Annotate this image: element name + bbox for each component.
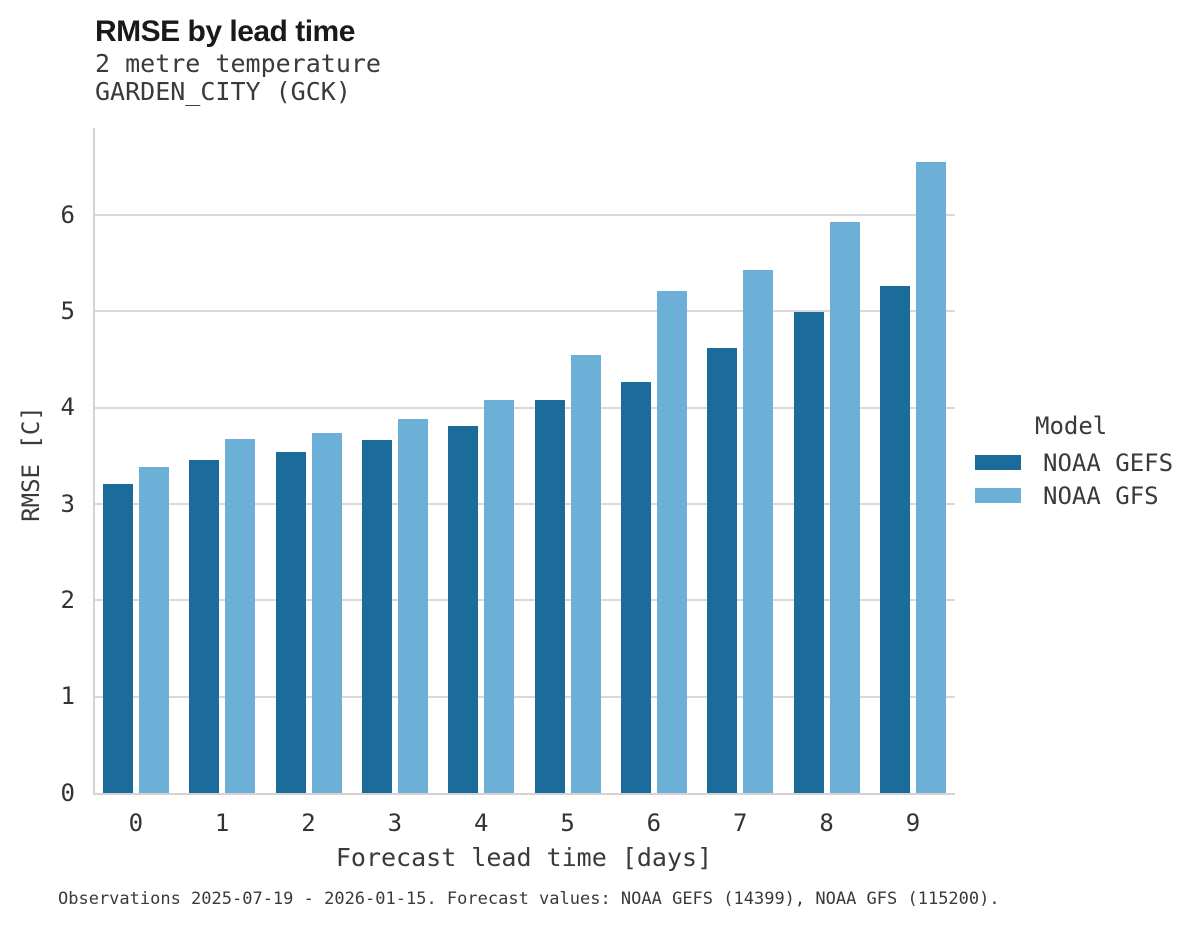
bar-noaa-gefs-lead-6 <box>620 381 651 793</box>
x-tick-label: 4 <box>473 808 489 837</box>
legend-label: NOAA GEFS <box>1043 448 1174 477</box>
x-axis-title: Forecast lead time [days] <box>335 843 713 872</box>
legend-swatch-icon <box>975 455 1021 470</box>
chart-subtitle-station: GARDEN_CITY (GCK) <box>95 77 351 106</box>
legend-item-noaa-gfs: NOAA GFS <box>975 481 1195 510</box>
x-tick-label: 1 <box>214 808 230 837</box>
plot-area: 0 1 2 3 4 5 6 0 1 2 3 4 5 6 7 8 9 <box>61 128 955 837</box>
bar-noaa-gefs-lead-8 <box>793 312 824 793</box>
bar-noaa-gfs-lead-9 <box>915 162 946 793</box>
x-tick-label: 7 <box>733 808 748 837</box>
title-block: RMSE by lead time 2 metre temperature GA… <box>95 14 381 106</box>
legend-rows: NOAA GEFS NOAA GFS <box>975 448 1195 510</box>
y-tick-label: 3 <box>60 489 75 518</box>
footnote: Observations 2025-07-19 - 2026-01-15. Fo… <box>58 889 1000 909</box>
gridline-y-5 <box>95 310 955 313</box>
bar-noaa-gefs-lead-0 <box>102 483 133 793</box>
y-tick-label: 0 <box>60 778 75 807</box>
x-tick-label: 9 <box>905 808 921 837</box>
legend: Model NOAA GEFS NOAA GFS <box>975 411 1195 517</box>
bar-noaa-gefs-lead-4 <box>448 425 479 793</box>
bar-noaa-gfs-lead-4 <box>484 399 515 793</box>
x-axis-spine <box>93 792 955 795</box>
gridline-y-2 <box>95 599 955 602</box>
bar-noaa-gefs-lead-5 <box>534 399 565 793</box>
legend-title: Model <box>1035 412 1108 440</box>
x-tick-label: 3 <box>387 808 403 837</box>
bar-noaa-gfs-lead-8 <box>829 221 860 793</box>
gridline-y-6 <box>95 214 955 217</box>
gridline-y-4 <box>95 406 955 409</box>
y-tick-label: 5 <box>60 296 75 325</box>
x-tick-label: 2 <box>301 808 316 837</box>
x-tick-label: 5 <box>560 808 575 837</box>
legend-swatch-icon <box>975 488 1021 503</box>
bar-noaa-gfs-lead-0 <box>138 467 169 793</box>
bar-noaa-gefs-lead-9 <box>879 286 910 793</box>
bar-noaa-gfs-lead-6 <box>656 291 687 793</box>
y-tick-label: 1 <box>60 682 75 711</box>
bar-noaa-gefs-lead-7 <box>707 347 738 793</box>
x-tick-label: 6 <box>646 808 662 837</box>
bar-noaa-gfs-lead-5 <box>570 354 601 793</box>
bar-noaa-gfs-lead-3 <box>397 419 428 793</box>
gridline-y-1 <box>95 695 955 698</box>
legend-item-noaa-gefs: NOAA GEFS <box>975 448 1195 477</box>
y-tick-label: 6 <box>60 200 75 229</box>
chart-title: RMSE by lead time <box>95 15 355 48</box>
x-tick-label: 0 <box>128 808 144 837</box>
bar-noaa-gfs-lead-7 <box>743 269 774 793</box>
bar-noaa-gefs-lead-3 <box>361 440 392 793</box>
bar-noaa-gfs-lead-1 <box>225 439 256 793</box>
y-tick-label: 2 <box>60 585 75 614</box>
y-tick-label: 4 <box>60 393 75 422</box>
chart-subtitle-variable: 2 metre temperature <box>95 49 381 78</box>
bar-noaa-gfs-lead-2 <box>311 432 342 793</box>
legend-label: NOAA GFS <box>1043 481 1159 510</box>
bar-noaa-gefs-lead-1 <box>189 459 220 793</box>
y-axis-spine <box>93 128 95 795</box>
bar-noaa-gefs-lead-2 <box>275 452 306 793</box>
gridline-y-3 <box>95 503 955 506</box>
x-tick-label: 8 <box>819 808 834 837</box>
